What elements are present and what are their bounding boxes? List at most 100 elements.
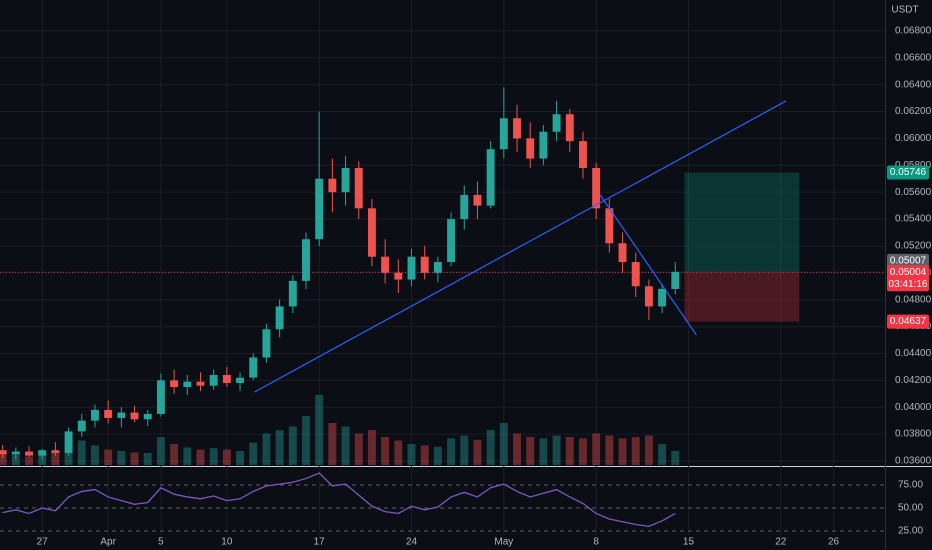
volume-bar — [420, 445, 429, 465]
candle-body — [249, 357, 258, 378]
price-badge — [887, 314, 929, 329]
x-tick-label: 24 — [406, 537, 418, 548]
candle-body — [420, 256, 429, 273]
candle-body — [130, 412, 139, 420]
volume-bar — [473, 439, 482, 465]
y-tick-label: 0.06400 — [895, 79, 932, 90]
candle-body — [631, 262, 640, 287]
candle-body — [315, 178, 324, 240]
x-tick-label: 8 — [593, 537, 599, 548]
rsi-tick-label: 25.00 — [898, 526, 923, 537]
rsi-tick-label: 50.00 — [898, 503, 923, 514]
volume-bar — [407, 444, 416, 465]
x-tick-label: 10 — [221, 537, 233, 548]
candle-body — [196, 381, 205, 386]
candle-body — [433, 262, 442, 273]
y-tick-label: 0.04400 — [895, 348, 932, 359]
price-badge — [887, 265, 929, 292]
x-tick-label: 26 — [828, 537, 840, 548]
volume-bar — [367, 430, 376, 465]
y-tick-label: 0.03800 — [895, 429, 932, 440]
y-tick-label: 0.06800 — [895, 26, 932, 37]
candle-body — [328, 178, 337, 193]
volume-bar — [354, 433, 363, 465]
price-badge-label: 0.05007 — [890, 256, 927, 267]
x-tick-label: 22 — [775, 537, 787, 548]
volume-bar — [38, 455, 47, 465]
volume-bar — [552, 435, 561, 465]
currency-label: USDT — [891, 5, 918, 16]
price-badge — [887, 253, 929, 268]
volume-bar — [262, 433, 271, 465]
x-tick-label: May — [494, 537, 513, 548]
rsi-line — [2, 472, 676, 528]
position-loss — [684, 272, 800, 322]
rsi-tick-label: 75.00 — [898, 480, 923, 491]
volume-bar — [249, 442, 258, 465]
volume-bar — [631, 437, 640, 465]
volume-bar — [130, 452, 139, 465]
volume-bar — [11, 454, 20, 465]
volume-bar — [592, 433, 601, 465]
y-tick-label: 0.03600 — [895, 456, 932, 467]
y-tick-label: 0.05200 — [895, 241, 932, 252]
volume-bar — [104, 449, 113, 465]
candle-body — [341, 167, 350, 193]
candle-body — [592, 167, 601, 209]
volume-bar — [236, 451, 245, 465]
candle-body — [618, 243, 627, 263]
volume-bar — [183, 447, 192, 465]
candle-body — [407, 256, 416, 280]
y-tick-label: 0.06000 — [895, 133, 932, 144]
volume-bar — [671, 451, 680, 465]
candle-body — [51, 450, 60, 453]
volume-bar — [51, 452, 60, 465]
trendline — [254, 100, 787, 393]
candle-body — [77, 420, 86, 432]
volume-bar — [433, 446, 442, 465]
trendline — [599, 194, 697, 336]
candle-body — [262, 329, 271, 358]
candle-body — [565, 114, 574, 142]
volume-bar — [513, 433, 521, 465]
volume-bar — [77, 440, 86, 465]
candle-body — [64, 431, 73, 453]
candle-body — [473, 194, 482, 206]
volume-bar — [156, 437, 165, 465]
price-badge-label: 0.04637 — [890, 316, 927, 327]
volume-bar — [579, 438, 587, 465]
volume-bar — [539, 438, 548, 465]
volume-bar — [658, 444, 667, 465]
volume-bar — [341, 426, 350, 465]
price-badge-label: 0.05004 — [890, 267, 927, 278]
candle-body — [143, 413, 152, 420]
candle-body — [236, 377, 245, 384]
candle-body — [0, 450, 7, 455]
y-tick-label: 0.04000 — [895, 402, 932, 413]
candle-body — [513, 118, 521, 139]
candle-body — [367, 208, 376, 257]
volume-bar — [275, 430, 284, 465]
volume-bar — [143, 453, 152, 465]
volume-bar — [381, 437, 390, 465]
candle-body — [539, 131, 548, 159]
candle-body — [275, 306, 284, 330]
candle-body — [117, 412, 126, 418]
y-tick-label: 0.04800 — [895, 294, 932, 305]
candle-body — [671, 271, 680, 289]
volume-bar — [486, 430, 495, 465]
candle-body — [460, 194, 469, 220]
volume-bar — [196, 449, 205, 465]
candle-body — [499, 118, 508, 150]
volume-bar — [91, 445, 99, 465]
x-tick-label: 5 — [158, 537, 164, 548]
y-tick-label: 0.05400 — [895, 214, 932, 225]
volume-bar — [447, 438, 456, 465]
volume-bar — [222, 449, 231, 465]
candle-body — [526, 138, 535, 159]
price-badge-label: 0.05746 — [890, 167, 927, 178]
y-tick-label: 0.04200 — [895, 375, 932, 386]
candle-body — [25, 451, 33, 456]
